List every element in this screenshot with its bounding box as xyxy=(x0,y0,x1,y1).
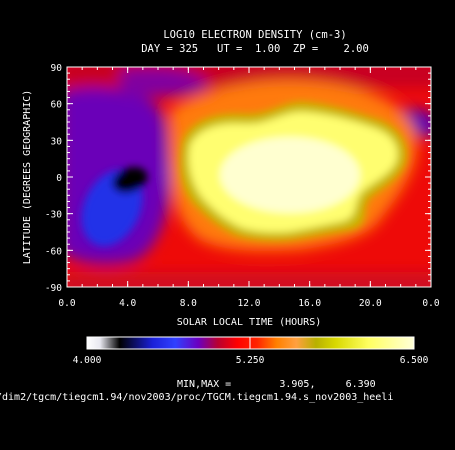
minor-ticks xyxy=(66,66,432,288)
y-tick-label: -90 xyxy=(45,283,62,294)
x-tick-label: 8.0 xyxy=(180,298,197,309)
density-field xyxy=(67,67,431,287)
x-tick-label: 12.0 xyxy=(238,298,261,309)
x-tick-label: 16.0 xyxy=(298,298,321,309)
chart-title: LOG10 ELECTRON DENSITY (cm-3) xyxy=(163,29,346,41)
x-tick-label: 0.0 xyxy=(422,298,439,309)
y-tick-label: 0 xyxy=(56,173,62,184)
y-axis-label: LATITUDE (DEGREES GEOGRAPHIC) xyxy=(22,90,33,265)
x-axis-label: SOLAR LOCAL TIME (HOURS) xyxy=(177,317,322,328)
source-path: /dim2/tgcm/tiegcm1.94/nov2003/proc/TGCM.… xyxy=(0,392,393,403)
colorbar-mid-label: 5.250 xyxy=(236,355,265,366)
night-minimum-core xyxy=(112,167,148,193)
minmax-readout: MIN,MAX = 3.905, 6.390 xyxy=(177,379,376,390)
chart-subtitle: DAY = 325 UT = 1.00 ZP = 2.00 xyxy=(141,43,369,55)
y-tick-label: 90 xyxy=(51,63,63,74)
x-tick-label: 0.0 xyxy=(58,298,75,309)
south-cap xyxy=(67,272,431,287)
colorbar-min-label: 4.000 xyxy=(73,355,102,366)
maximum-core xyxy=(220,137,360,213)
y-tick-label: 60 xyxy=(51,100,63,111)
x-tick-label: 4.0 xyxy=(119,298,136,309)
y-tick-label: -60 xyxy=(45,246,62,257)
x-tick-label: 20.0 xyxy=(359,298,382,309)
colorbar-max-label: 6.500 xyxy=(400,355,429,366)
y-tick-label: 30 xyxy=(51,136,63,147)
y-tick-label: -30 xyxy=(45,210,62,221)
north-purple-region xyxy=(120,67,210,97)
y-ticks: 90 60 30 0 -30 -60 -90 xyxy=(45,63,431,294)
